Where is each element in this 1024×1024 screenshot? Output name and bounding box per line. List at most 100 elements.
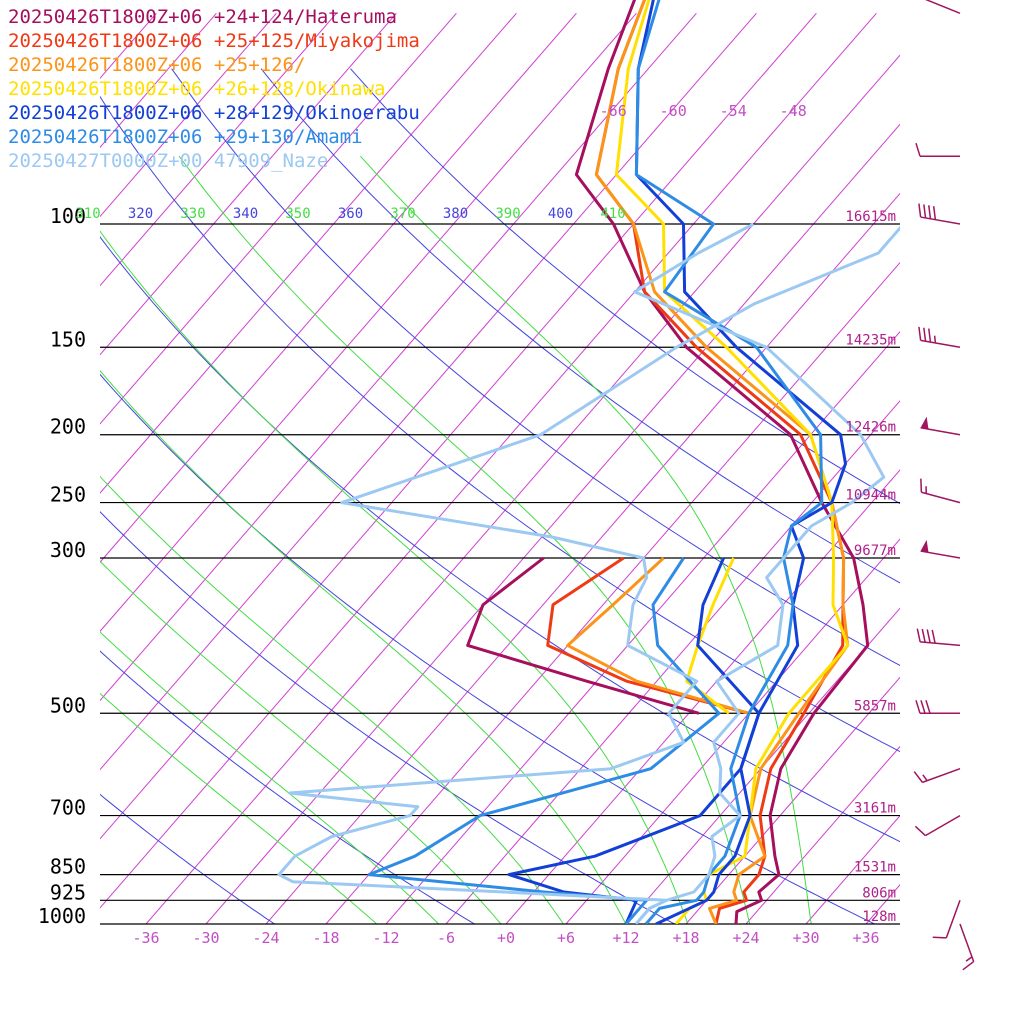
moist-adiabat [360, 155, 812, 924]
theta-label: 350 [285, 206, 310, 222]
upper-isotherm-label: -48 [780, 102, 807, 120]
height-label: 12426m [845, 420, 896, 436]
pressure-label: 300 [50, 538, 86, 562]
height-label: 3161m [854, 801, 896, 817]
wind-barb [915, 142, 960, 157]
dry-adiabat [100, 373, 876, 924]
isotherm-line [100, 12, 577, 563]
temperature-line [634, 0, 847, 924]
series-1 [546, 0, 846, 924]
wind-barb [920, 539, 961, 559]
moist-adiabat [100, 475, 565, 924]
pressure-label: 150 [50, 327, 86, 351]
isotherm-line [565, 538, 900, 924]
wind-barb [913, 767, 961, 784]
temp-tick-label: -18 [312, 929, 339, 947]
temp-tick-label: +36 [852, 929, 879, 947]
legend-entry: 20250426T1800Z+06 +24+124/Hateruma [8, 6, 397, 28]
temperature-line [574, 0, 870, 924]
series-4 [507, 0, 847, 924]
isotherm-line [745, 745, 900, 924]
sounding-series [277, 0, 900, 924]
isotherm-line [100, 12, 697, 702]
isobar-lines [100, 223, 900, 925]
wind-barb [932, 900, 961, 939]
isotherm-line [100, 12, 277, 218]
theta-label: 310 [75, 206, 100, 222]
wind-barb [916, 628, 961, 647]
isotherm-line [926, 13, 1024, 924]
legend-entry: 20250426T1800Z+06 +25+126/ [8, 54, 305, 76]
height-label: 16615m [845, 209, 896, 225]
temperature-line [633, 222, 886, 924]
theta-label: 330 [180, 206, 205, 222]
temp-tick-label: +30 [792, 929, 819, 947]
isotherm-line [865, 884, 900, 924]
theta-label: 380 [443, 206, 468, 222]
moist-adiabat-lines [100, 155, 812, 924]
theta-label: 390 [495, 206, 520, 222]
wind-barb [914, 814, 961, 837]
isotherm-line [145, 54, 900, 924]
wind-barbs [913, 0, 975, 971]
dry-adiabat [100, 793, 276, 924]
temp-tick-label: -36 [132, 929, 159, 947]
theta-label: 360 [338, 206, 363, 222]
moist-adiabat [100, 369, 627, 924]
height-label: 9677m [854, 543, 896, 559]
dry-adiabat [100, 236, 900, 843]
isotherm-line [100, 12, 637, 633]
isotherm-line [805, 814, 900, 924]
pressure-label: 700 [50, 796, 86, 820]
legend-entry: 20250427T0000Z+00 47909_Naze [8, 150, 328, 172]
isotherm-line [100, 12, 817, 840]
wind-barb [920, 416, 961, 436]
pressure-label: 250 [50, 483, 86, 507]
series-6 [277, 222, 900, 924]
upper-isotherm-label: -60 [660, 102, 687, 120]
series-0 [466, 0, 870, 924]
wind-barb [918, 203, 961, 225]
pressure-label: 100 [50, 204, 86, 228]
dry-adiabat [171, 68, 900, 666]
isotherm-line [100, 12, 517, 494]
dry-adiabat [100, 95, 900, 753]
theta-label: 340 [233, 206, 258, 222]
upper-isotherm-label: -66 [600, 102, 627, 120]
temperature-line [594, 0, 850, 924]
dewpoint-line [566, 556, 750, 715]
temp-tick-label: +12 [612, 929, 639, 947]
moist-adiabat [100, 692, 378, 924]
isotherm-line [625, 607, 900, 924]
isotherm-line [986, 13, 1024, 924]
isotherm-line [100, 12, 337, 287]
temp-tick-label: +6 [557, 929, 575, 947]
dry-adiabat [350, 68, 900, 505]
height-label: 10944m [845, 488, 896, 504]
wind-barb [918, 326, 961, 349]
axis-labels: 100 16615m 150 14235m 200 12426m 250 10944m 300 9… [38, 102, 896, 947]
height-label: 128m [862, 909, 896, 925]
isotherm-line [100, 12, 397, 356]
isotherm-line [385, 330, 900, 924]
height-label: 14235m [845, 332, 896, 348]
legend: 20250426T1800Z+06 +24+124/Hateruma 202504… [8, 6, 420, 172]
temperature-line [594, 0, 846, 924]
dewpoint-line [546, 556, 750, 715]
pressure-label: 200 [50, 415, 86, 439]
moist-adiabat [100, 560, 502, 924]
theta-label: 400 [548, 206, 573, 222]
height-label: 1531m [854, 860, 896, 876]
legend-entry: 20250426T1800Z+06 +28+129/Okinoerabu [8, 102, 420, 124]
isotherm-line [685, 676, 900, 924]
isotherm-line [325, 261, 900, 924]
moist-adiabat [178, 155, 751, 924]
wind-barb [920, 478, 961, 504]
isotherm-line [100, 12, 757, 771]
temp-tick-label: -12 [372, 929, 399, 947]
temp-tick-label: -6 [437, 929, 455, 947]
theta-label: 370 [390, 206, 415, 222]
dewpoint-line [277, 225, 900, 924]
dry-adiabat [100, 511, 676, 924]
